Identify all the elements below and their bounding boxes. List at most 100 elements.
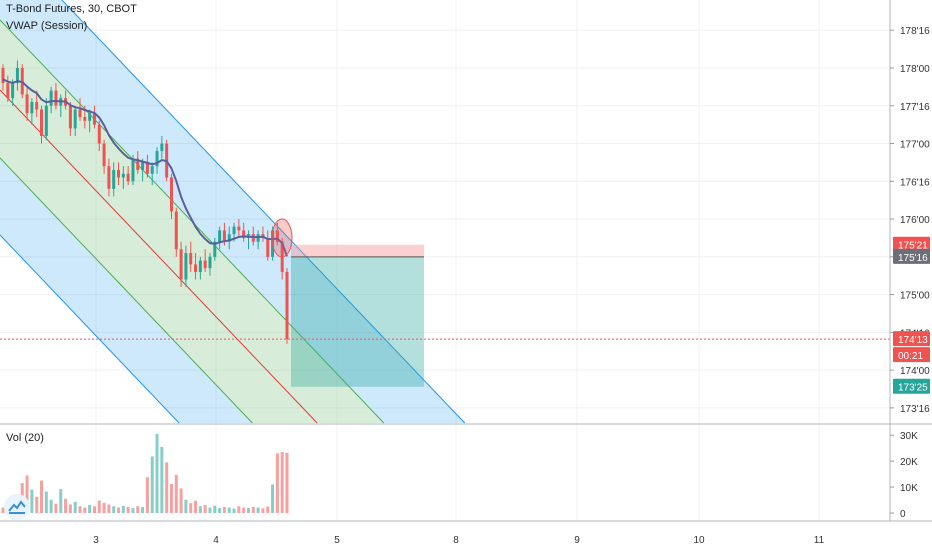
volume-bar (131, 508, 135, 513)
time-tick-label: 4 (213, 535, 219, 546)
volume-tick-label: 30K (900, 431, 918, 442)
candle-body (83, 117, 87, 121)
volume-bar (227, 507, 231, 513)
volume-bar (97, 500, 101, 513)
time-tick-label: 3 (93, 535, 99, 546)
volume-bar (189, 503, 193, 513)
volume-bar (150, 456, 154, 513)
price-tick-label: 176'00 (900, 215, 930, 226)
candle-body (198, 260, 202, 272)
time-tick-label: 9 (574, 535, 580, 546)
candle-body (169, 177, 173, 212)
volume-bar (54, 503, 58, 513)
candle-body (174, 211, 178, 250)
candle-body (1, 67, 5, 84)
candle-body (145, 162, 149, 174)
volume-bar (25, 475, 29, 513)
vwap-legend-label: VWAP (Session) (6, 20, 88, 32)
volume-tick-label: 0 (900, 509, 906, 520)
candle-body (208, 256, 212, 269)
candle-body (285, 271, 289, 340)
time-tick-label: 8 (453, 535, 459, 546)
candle-body (49, 90, 53, 106)
candle-body (160, 143, 164, 152)
time-tick-label: 5 (334, 535, 340, 546)
stop-level-price-label: 175'21 (898, 241, 928, 252)
volume-bar (49, 499, 53, 513)
volume-bar (73, 501, 77, 513)
bar-countdown-price-label-bg (893, 347, 930, 363)
volume-bar (213, 505, 217, 513)
candle-body (203, 260, 207, 269)
candle-body (227, 234, 231, 242)
candle-body (97, 124, 101, 144)
price-tick-label: 173'16 (900, 404, 930, 415)
target-level-price-label: 173'25 (898, 383, 928, 394)
price-tick-label: 177'16 (900, 102, 930, 113)
volume-bar (59, 489, 63, 513)
volume-bar (83, 507, 87, 513)
volume-bar (271, 484, 275, 513)
candle-body (150, 166, 154, 174)
volume-bar (208, 507, 212, 513)
candle-body (88, 113, 92, 121)
stop-loss-zone[interactable] (291, 244, 424, 257)
time-tick-label: 10 (693, 535, 705, 546)
candle-body (141, 162, 145, 170)
volume-bar (160, 446, 164, 513)
volume-bar (112, 506, 116, 513)
candle-body (112, 169, 116, 189)
highlight-ellipse[interactable] (271, 218, 293, 258)
volume-legend-label: Vol (20) (6, 432, 44, 444)
volume-bar (35, 496, 39, 513)
candle-body (68, 105, 72, 129)
candle-body (40, 109, 44, 136)
volume-bar (102, 502, 106, 513)
volume-bar (266, 506, 270, 513)
price-tick-label: 178'00 (900, 64, 930, 75)
volume-bar (179, 488, 183, 513)
volume-bar (136, 506, 140, 513)
candle-body (155, 151, 159, 167)
candle-body (213, 241, 217, 257)
target-level-price-label-bg (893, 378, 930, 394)
volume-bar (169, 483, 173, 513)
volume-bar (285, 452, 289, 513)
volume-bar (40, 480, 44, 513)
volume-tick-label: 20K (900, 457, 918, 468)
price-tick-label: 175'00 (900, 291, 930, 302)
candle-body (194, 264, 198, 272)
candle-body (126, 173, 130, 182)
volume-bar (88, 504, 92, 513)
volume-bar (126, 507, 130, 513)
volume-bar (251, 507, 255, 513)
entry-level-price-label-bg (893, 248, 930, 264)
candle-body (251, 234, 255, 242)
last-price-price-label-bg (893, 331, 930, 347)
price-tick-label: 177'00 (900, 140, 930, 151)
candle-body (237, 226, 241, 231)
candle-body (275, 230, 279, 242)
volume-bar (68, 504, 72, 513)
candle-body (44, 105, 48, 136)
candle-body (184, 253, 188, 280)
channel-lower-inner-line (0, 157, 253, 424)
candle-body (222, 230, 226, 242)
entry-level-price-label: 175'16 (898, 253, 928, 264)
volume-bar (1, 507, 5, 513)
symbol-title: T-Bond Futures, 30, CBOT (6, 3, 137, 15)
volume-bar (165, 462, 169, 513)
candle-body (35, 101, 39, 110)
volume-bar (121, 505, 125, 513)
channel-upper-outer-band (0, 0, 465, 423)
candle-body (232, 226, 236, 235)
candle-body (15, 67, 19, 84)
take-profit-zone[interactable] (291, 256, 424, 387)
volume-bar (194, 500, 198, 513)
volume-bar (242, 507, 246, 513)
channel-lower-outer-line (0, 234, 180, 424)
candle-body (107, 166, 111, 189)
tradingview-logo-icon[interactable] (4, 494, 30, 520)
candle-body (117, 169, 121, 178)
